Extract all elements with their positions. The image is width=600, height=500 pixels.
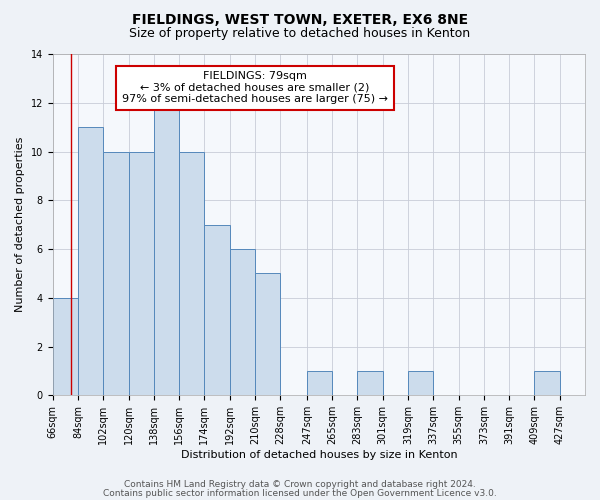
- Y-axis label: Number of detached properties: Number of detached properties: [15, 137, 25, 312]
- Bar: [179, 152, 205, 396]
- Text: Size of property relative to detached houses in Kenton: Size of property relative to detached ho…: [130, 28, 470, 40]
- Bar: [128, 152, 154, 396]
- Bar: [408, 371, 433, 396]
- Bar: [358, 371, 383, 396]
- Bar: [307, 371, 332, 396]
- Bar: [78, 127, 103, 396]
- Text: Contains HM Land Registry data © Crown copyright and database right 2024.: Contains HM Land Registry data © Crown c…: [124, 480, 476, 489]
- Bar: [205, 224, 230, 396]
- Bar: [103, 152, 128, 396]
- Bar: [230, 249, 255, 396]
- Bar: [53, 298, 78, 396]
- Bar: [535, 371, 560, 396]
- Text: FIELDINGS: 79sqm
← 3% of detached houses are smaller (2)
97% of semi-detached ho: FIELDINGS: 79sqm ← 3% of detached houses…: [122, 71, 388, 104]
- Text: Contains public sector information licensed under the Open Government Licence v3: Contains public sector information licen…: [103, 488, 497, 498]
- X-axis label: Distribution of detached houses by size in Kenton: Distribution of detached houses by size …: [181, 450, 457, 460]
- Bar: [154, 103, 179, 396]
- Bar: [255, 274, 280, 396]
- Text: FIELDINGS, WEST TOWN, EXETER, EX6 8NE: FIELDINGS, WEST TOWN, EXETER, EX6 8NE: [132, 12, 468, 26]
